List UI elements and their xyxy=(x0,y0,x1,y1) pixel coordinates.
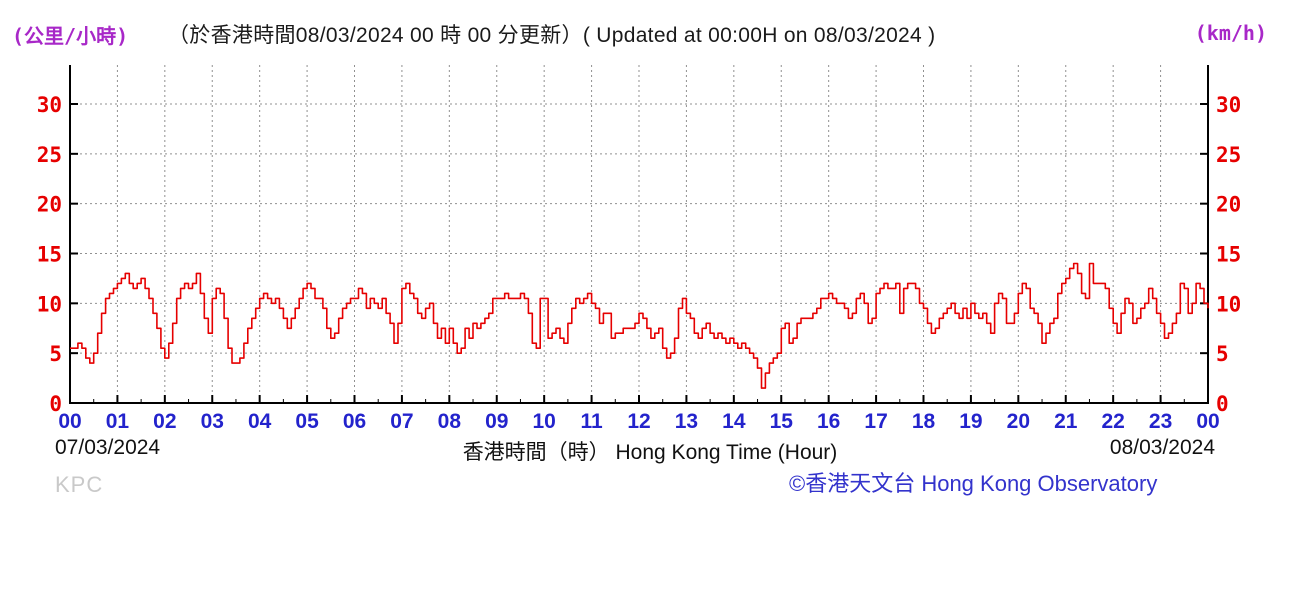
chart-title: （於香港時間08/03/2024 00 時 00 分更新）( Updated a… xyxy=(168,24,936,47)
svg-text:10: 10 xyxy=(1216,292,1241,316)
svg-text:10: 10 xyxy=(37,292,62,316)
svg-text:06: 06 xyxy=(343,410,366,433)
right-date-label: 08/03/2024 xyxy=(1109,436,1215,459)
svg-text:25: 25 xyxy=(37,143,62,167)
svg-text:5: 5 xyxy=(49,342,62,366)
svg-text:15: 15 xyxy=(37,243,62,267)
svg-text:08: 08 xyxy=(438,410,462,433)
svg-text:20: 20 xyxy=(37,193,62,217)
svg-text:0: 0 xyxy=(49,392,62,416)
svg-text:01: 01 xyxy=(106,410,130,433)
svg-text:20: 20 xyxy=(1007,410,1030,433)
copyright-label: ©香港天文台 Hong Kong Observatory xyxy=(789,471,1158,496)
svg-text:18: 18 xyxy=(912,410,936,433)
svg-text:14: 14 xyxy=(722,410,746,433)
svg-text:30: 30 xyxy=(37,93,62,117)
svg-text:07: 07 xyxy=(390,410,413,433)
svg-text:02: 02 xyxy=(153,410,176,433)
svg-text:5: 5 xyxy=(1216,342,1229,366)
svg-text:04: 04 xyxy=(248,410,272,433)
right-axis-unit-label: (km/h) xyxy=(1194,21,1267,45)
svg-text:00: 00 xyxy=(58,410,81,433)
svg-text:25: 25 xyxy=(1216,143,1241,167)
svg-text:13: 13 xyxy=(675,410,698,433)
svg-text:0: 0 xyxy=(1216,392,1229,416)
svg-text:15: 15 xyxy=(1216,243,1241,267)
svg-text:17: 17 xyxy=(864,410,887,433)
svg-text:19: 19 xyxy=(959,410,982,433)
svg-text:20: 20 xyxy=(1216,193,1241,217)
left-date-label: 07/03/2024 xyxy=(55,436,161,459)
svg-text:03: 03 xyxy=(201,410,224,433)
svg-text:15: 15 xyxy=(770,410,794,433)
svg-text:00: 00 xyxy=(1196,410,1219,433)
svg-text:09: 09 xyxy=(485,410,508,433)
svg-text:23: 23 xyxy=(1149,410,1172,433)
x-axis-title: 香港時間（時） Hong Kong Time (Hour) xyxy=(462,441,838,464)
svg-text:11: 11 xyxy=(580,410,603,433)
left-axis-unit-label: (公里/小時) xyxy=(12,24,129,48)
station-code-label: KPC xyxy=(55,472,104,497)
svg-text:21: 21 xyxy=(1054,410,1078,433)
svg-text:12: 12 xyxy=(627,410,650,433)
svg-text:30: 30 xyxy=(1216,93,1241,117)
svg-text:22: 22 xyxy=(1101,410,1124,433)
svg-text:05: 05 xyxy=(295,410,319,433)
svg-text:16: 16 xyxy=(817,410,840,433)
svg-text:10: 10 xyxy=(532,410,555,433)
